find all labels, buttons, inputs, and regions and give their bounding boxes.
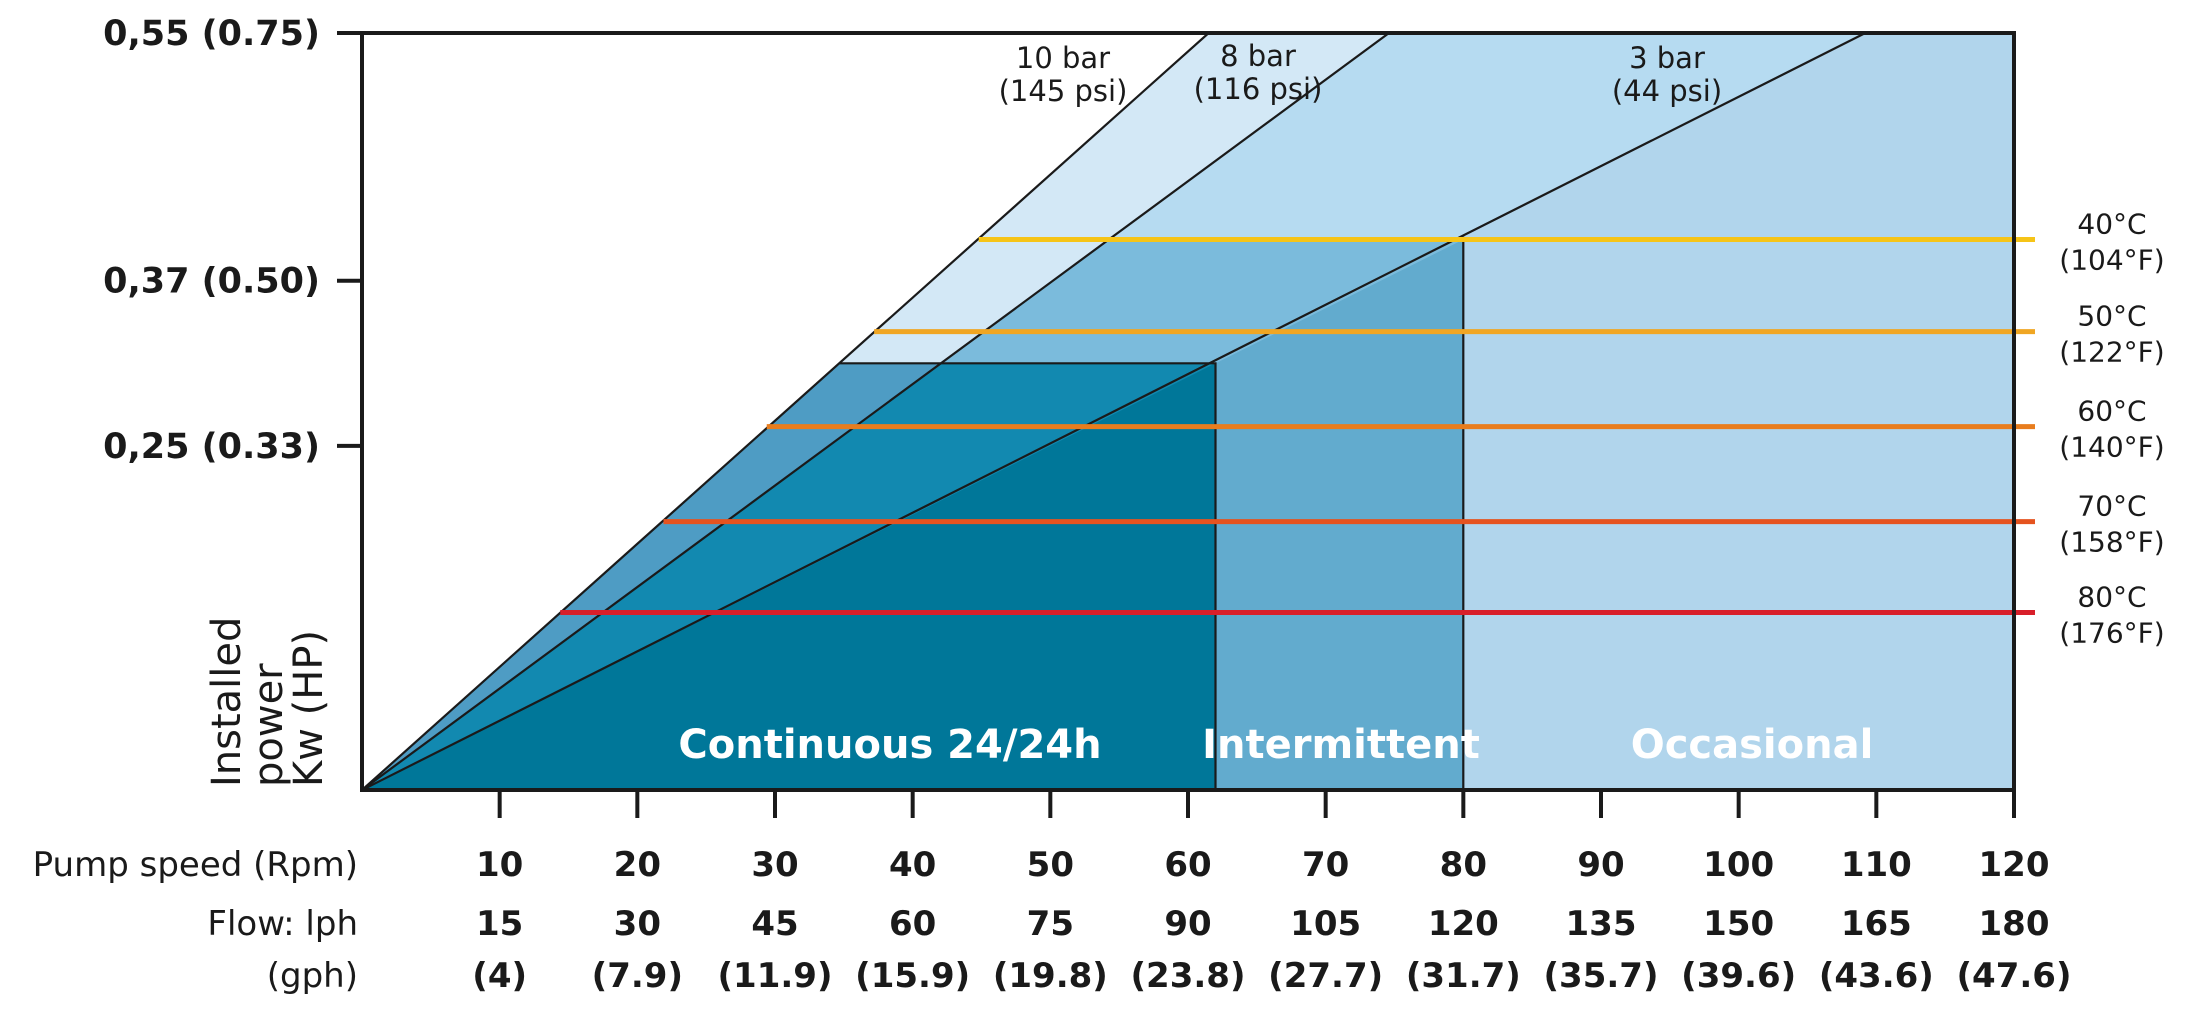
x-tick-label: 80: [1440, 845, 1487, 885]
temp-label-celsius: 40°C: [2077, 207, 2146, 240]
duty-zones: [362, 33, 2014, 790]
region-label: Continuous 24/24h: [678, 722, 1101, 768]
x-tick-label: 180: [1979, 904, 2050, 944]
x-tick-label: 90: [1577, 845, 1624, 885]
pressure-label: 8 bar: [1220, 39, 1296, 73]
pressure-line-3bar: [362, 33, 1866, 790]
temperature-limit-lines: [560, 236, 2035, 615]
y-tick-label: 0,37 (0.50): [103, 262, 320, 302]
x-tick-label: 100: [1703, 845, 1774, 885]
x-tick-label: 120: [1428, 904, 1499, 944]
temp-label-fahrenheit: (176°F): [2059, 616, 2164, 649]
x-tick-label: (47.6): [1957, 956, 2072, 996]
region-borders: [839, 236, 1465, 790]
chart-labels: 0,55 (0.75) 0,37 (0.50) 0,25 (0.33) Pump sp…: [33, 14, 2165, 996]
x-tick-label: 10: [476, 845, 523, 885]
x-tick-label: 50: [1027, 845, 1074, 885]
x-row-label: Pump speed (Rpm): [33, 845, 358, 885]
y-axis-title: InstalledpowerKw (HP): [204, 617, 332, 787]
x-tick-label: 30: [614, 904, 661, 944]
plot-frame: [337, 31, 2016, 818]
x-tick-label: (43.6): [1819, 956, 1934, 996]
pressure-label: 10 bar: [1016, 41, 1110, 75]
x-tick-label: (39.6): [1681, 956, 1796, 996]
x-tick-label: 60: [1164, 845, 1211, 885]
x-tick-label: (27.7): [1268, 956, 1383, 996]
x-tick-label: 30: [751, 845, 798, 885]
temp-label-fahrenheit: (140°F): [2059, 431, 2164, 464]
region-label: Occasional: [1631, 722, 1874, 768]
x-tick-label: 60: [889, 904, 936, 944]
temp-label-fahrenheit: (104°F): [2059, 243, 2164, 276]
x-tick-label: 45: [751, 904, 798, 944]
y-axis-title-line: power: [246, 663, 292, 787]
x-tick-label: 15: [476, 904, 523, 944]
pressure-line-10bar: [362, 33, 1210, 790]
pressure-sublabel: (145 psi): [999, 74, 1128, 108]
x-tick-label: (23.8): [1131, 956, 1246, 996]
x-tick-label: 120: [1979, 845, 2050, 885]
x-tick-label: (4): [472, 956, 527, 996]
pressure-lines: [362, 33, 1866, 790]
pressure-label: 3 bar: [1629, 41, 1705, 75]
x-tick-label: (31.7): [1406, 956, 1521, 996]
y-tick-label: 0,55 (0.75): [103, 14, 320, 54]
pressure-line-8bar: [362, 33, 1390, 790]
x-tick-label: 135: [1566, 904, 1637, 944]
x-tick-label: 105: [1290, 904, 1361, 944]
pressure-sublabel: (116 psi): [1194, 72, 1323, 106]
temp-label-fahrenheit: (158°F): [2059, 526, 2164, 559]
x-tick-label: 165: [1841, 904, 1912, 944]
x-tick-label: (19.8): [993, 956, 1108, 996]
pressure-sublabel: (44 psi): [1612, 74, 1722, 108]
x-tick-label: 40: [889, 845, 936, 885]
temp-label-celsius: 50°C: [2077, 300, 2146, 333]
x-tick-label: 110: [1841, 845, 1912, 885]
x-row-label: Flow: lph: [207, 904, 358, 944]
x-tick-label: (35.7): [1544, 956, 1659, 996]
temp-label-celsius: 60°C: [2077, 395, 2146, 428]
y-axis-title-line: Kw (HP): [286, 630, 332, 787]
y-axis-title-line: Installed: [204, 617, 250, 787]
temp-label-celsius: 70°C: [2077, 490, 2146, 523]
region-label: Intermittent: [1202, 722, 1480, 768]
x-tick-label: 20: [614, 845, 661, 885]
x-tick-label: 75: [1027, 904, 1074, 944]
plot-border: [360, 31, 2016, 790]
x-tick-label: (11.9): [718, 956, 833, 996]
x-tick-label: 150: [1703, 904, 1774, 944]
temp-label-fahrenheit: (122°F): [2059, 336, 2164, 369]
x-tick-label: 90: [1164, 904, 1211, 944]
temp-label-celsius: 80°C: [2077, 580, 2146, 613]
continuous-region-border: [839, 362, 1217, 790]
x-tick-label: (7.9): [592, 956, 683, 996]
x-row-label: (gph): [267, 956, 358, 996]
x-tick-label: 70: [1302, 845, 1349, 885]
y-tick-label: 0,25 (0.33): [103, 427, 320, 467]
x-tick-label: (15.9): [855, 956, 970, 996]
